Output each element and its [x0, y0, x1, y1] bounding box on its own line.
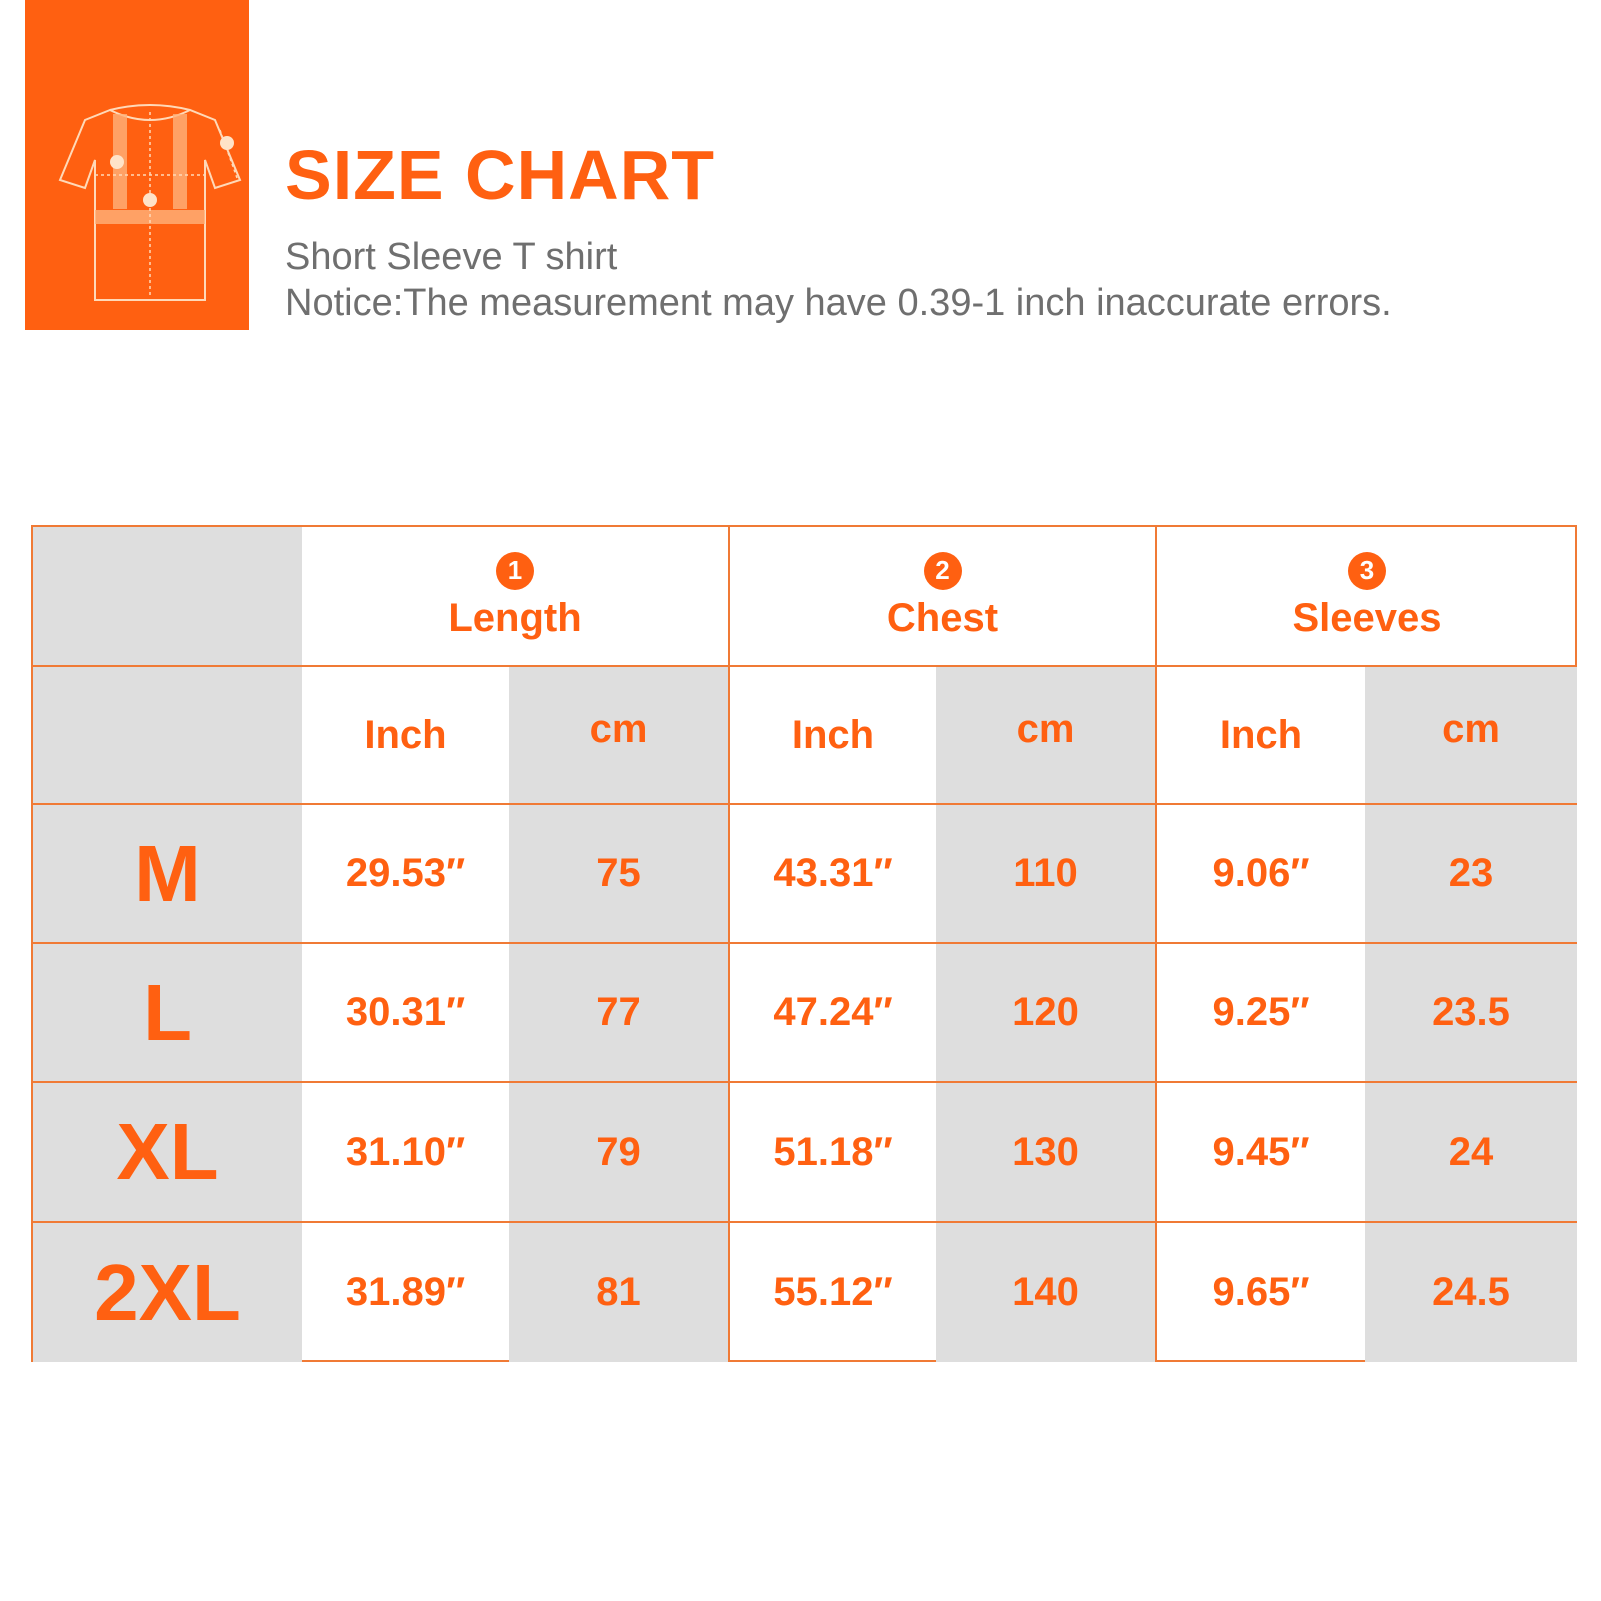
header-length: 1 Length — [302, 527, 728, 665]
badge-chest: 2 — [923, 551, 962, 590]
row-divider — [33, 1081, 1577, 1083]
size-label: L — [143, 967, 192, 1057]
header-chest: 2 Chest — [730, 527, 1155, 665]
row-divider — [33, 942, 1577, 944]
value-cell: 55.12″ — [773, 1270, 893, 1314]
size-label: XL — [116, 1107, 219, 1196]
value-cell: 77 — [596, 990, 641, 1034]
row-divider — [33, 803, 1577, 805]
col-divider — [728, 527, 730, 1362]
row-divider — [33, 1221, 1577, 1223]
badge-length: 1 — [496, 551, 534, 590]
value-cell: 23.5 — [1432, 990, 1510, 1034]
value-cell: 31.89″ — [345, 1270, 466, 1314]
value-cell: 9.65″ — [1212, 1270, 1310, 1314]
value-cell: 24 — [1448, 1129, 1494, 1174]
value-cell: 120 — [1012, 990, 1079, 1034]
badge-sleeves: 3 — [1348, 551, 1386, 590]
value-cell: 29.53″ — [345, 851, 466, 895]
value-cell: 9.25″ — [1212, 990, 1310, 1034]
value-cell: 23 — [1448, 851, 1494, 895]
value-cell: 47.24″ — [773, 990, 893, 1034]
unit-chest-inch: Inch — [791, 712, 875, 757]
value-cell: 51.18″ — [773, 1129, 893, 1174]
value-cell: 9.06″ — [1212, 851, 1310, 895]
value-cell: 31.10″ — [345, 1129, 466, 1174]
page-title: SIZE CHART — [285, 136, 715, 214]
unit-length-inch: Inch — [364, 712, 447, 757]
cm-column-chest — [936, 667, 1155, 1362]
unit-sleeves-cm: cm — [1442, 706, 1500, 751]
value-cell: 110 — [1013, 851, 1078, 895]
value-cell: 24.5 — [1432, 1270, 1510, 1314]
col-divider — [1155, 527, 1157, 1362]
size-label: 2XL — [94, 1247, 241, 1337]
label-length: Length — [448, 595, 582, 640]
cm-column-sleeves — [1365, 667, 1577, 1362]
value-cell: 43.31″ — [773, 851, 893, 895]
size-table: 1 Length 2 Chest 3 Sleeves Inch cm Inch … — [31, 525, 1577, 1362]
value-cell: 30.31″ — [345, 990, 466, 1034]
header-sleeves: 3 Sleeves — [1157, 527, 1577, 665]
logo-box — [25, 0, 249, 330]
unit-chest-cm: cm — [1016, 706, 1075, 751]
value-cell: 79 — [596, 1129, 641, 1174]
value-cell: 75 — [596, 851, 641, 895]
value-cell: 130 — [1012, 1129, 1079, 1174]
size-label: M — [134, 828, 201, 918]
value-cell: 9.45″ — [1212, 1129, 1310, 1174]
cm-column-length — [509, 667, 728, 1362]
unit-sleeves-inch: Inch — [1219, 712, 1303, 757]
unit-length-cm: cm — [589, 706, 648, 751]
row-divider — [33, 665, 1577, 667]
label-sleeves: Sleeves — [1292, 595, 1442, 640]
tshirt-measure-icon — [58, 104, 242, 301]
product-subtitle: Short Sleeve T shirt — [285, 236, 618, 278]
value-cell: 140 — [1012, 1270, 1079, 1314]
label-chest: Chest — [886, 595, 999, 640]
measurement-notice: Notice:The measurement may have 0.39-1 i… — [285, 282, 1392, 324]
value-cell: 81 — [596, 1270, 641, 1314]
